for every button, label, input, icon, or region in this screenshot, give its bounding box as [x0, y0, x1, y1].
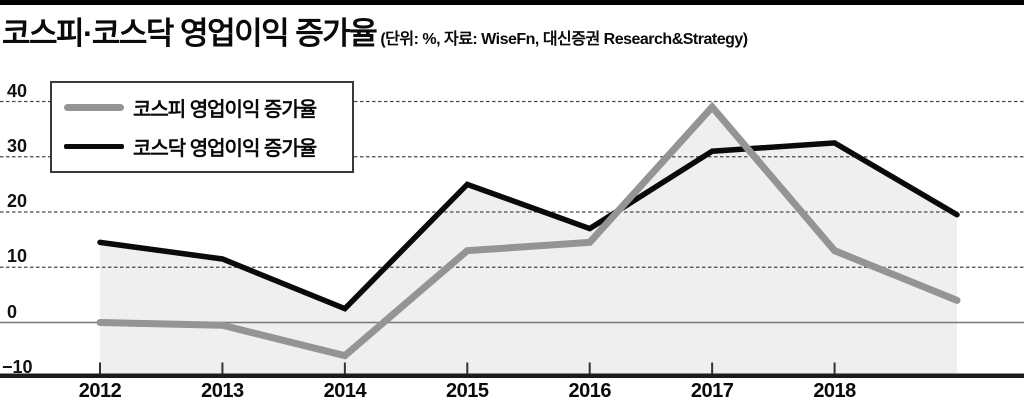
- y-axis-label: 20: [7, 191, 28, 211]
- y-axis-label: 0: [7, 301, 18, 322]
- x-axis-label: 2012: [78, 380, 122, 401]
- x-axis-label: 2017: [690, 380, 734, 401]
- top-rule-bar: [0, 0, 1024, 5]
- x-axis-baseline: [0, 373, 1024, 378]
- y-axis-label: 10: [7, 246, 28, 267]
- x-axis-label: 2015: [446, 380, 489, 401]
- x-axis-label: 2016: [568, 380, 611, 401]
- page-title: 코스피·코스닥 영업이익 증가율: [2, 16, 378, 51]
- legend-item-kospi: 코스피 영업이익 증가율: [64, 93, 352, 122]
- kospi-line: [96, 101, 961, 360]
- kosdaq-line: [97, 140, 960, 312]
- tick-group: [99, 362, 836, 374]
- x-axis-label: 2018: [813, 380, 856, 401]
- legend-label-kospi: 코스피 영업이익 증가율: [133, 99, 317, 121]
- x-axis-label: 2014: [323, 380, 367, 401]
- chart-legend: 코스피 영업이익 증가율 코스닥 영업이익 증가율: [50, 81, 354, 173]
- legend-item-kosdaq: 코스닥 영업이익 증가율: [64, 132, 352, 161]
- chart-header: 코스피·코스닥 영업이익 증가율 (단위: %, 자료: WiseFn, 대신증…: [2, 8, 748, 53]
- kosdaq-line-swatch-icon: [64, 144, 124, 149]
- chart-subtitle-source: (단위: %, 자료: WiseFn, 대신증권 Research&Strate…: [380, 31, 748, 48]
- area-fill: [100, 142, 957, 374]
- y-axis-label: 40: [7, 80, 28, 101]
- x-axis-label: 2013: [201, 380, 244, 401]
- area-fill-group: [100, 107, 957, 375]
- legend-label-kosdaq: 코스닥 영업이익 증가율: [133, 138, 317, 160]
- kospi-line-swatch-icon: [64, 104, 124, 111]
- y-axis-label: 30: [7, 135, 28, 156]
- y-axis-label: −10: [2, 356, 33, 377]
